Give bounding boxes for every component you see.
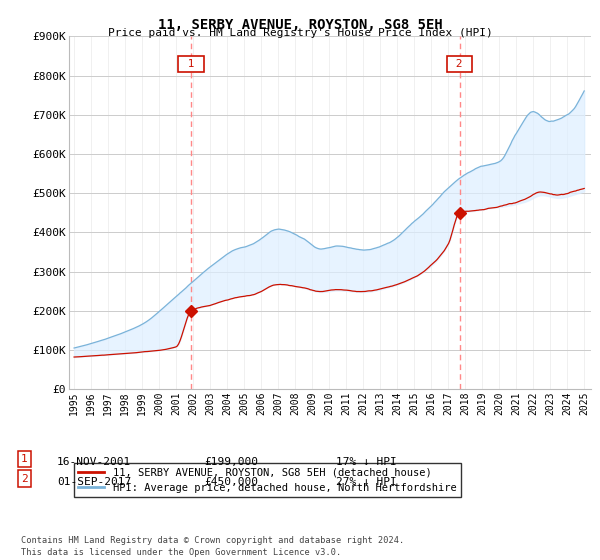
Text: £450,000: £450,000: [204, 477, 258, 487]
Text: 17% ↓ HPI: 17% ↓ HPI: [336, 457, 397, 467]
Text: 1: 1: [181, 59, 201, 69]
Legend: 11, SERBY AVENUE, ROYSTON, SG8 5EH (detached house), HPI: Average price, detache: 11, SERBY AVENUE, ROYSTON, SG8 5EH (deta…: [74, 463, 461, 497]
Text: 11, SERBY AVENUE, ROYSTON, SG8 5EH: 11, SERBY AVENUE, ROYSTON, SG8 5EH: [158, 18, 442, 32]
Text: 27% ↓ HPI: 27% ↓ HPI: [336, 477, 397, 487]
Text: 16-NOV-2001: 16-NOV-2001: [57, 457, 131, 467]
Text: Price paid vs. HM Land Registry's House Price Index (HPI): Price paid vs. HM Land Registry's House …: [107, 28, 493, 38]
Text: £199,000: £199,000: [204, 457, 258, 467]
Text: 1: 1: [21, 454, 28, 464]
Text: 01-SEP-2017: 01-SEP-2017: [57, 477, 131, 487]
Text: 2: 2: [449, 59, 470, 69]
Text: Contains HM Land Registry data © Crown copyright and database right 2024.
This d: Contains HM Land Registry data © Crown c…: [21, 536, 404, 557]
Text: 2: 2: [21, 474, 28, 484]
